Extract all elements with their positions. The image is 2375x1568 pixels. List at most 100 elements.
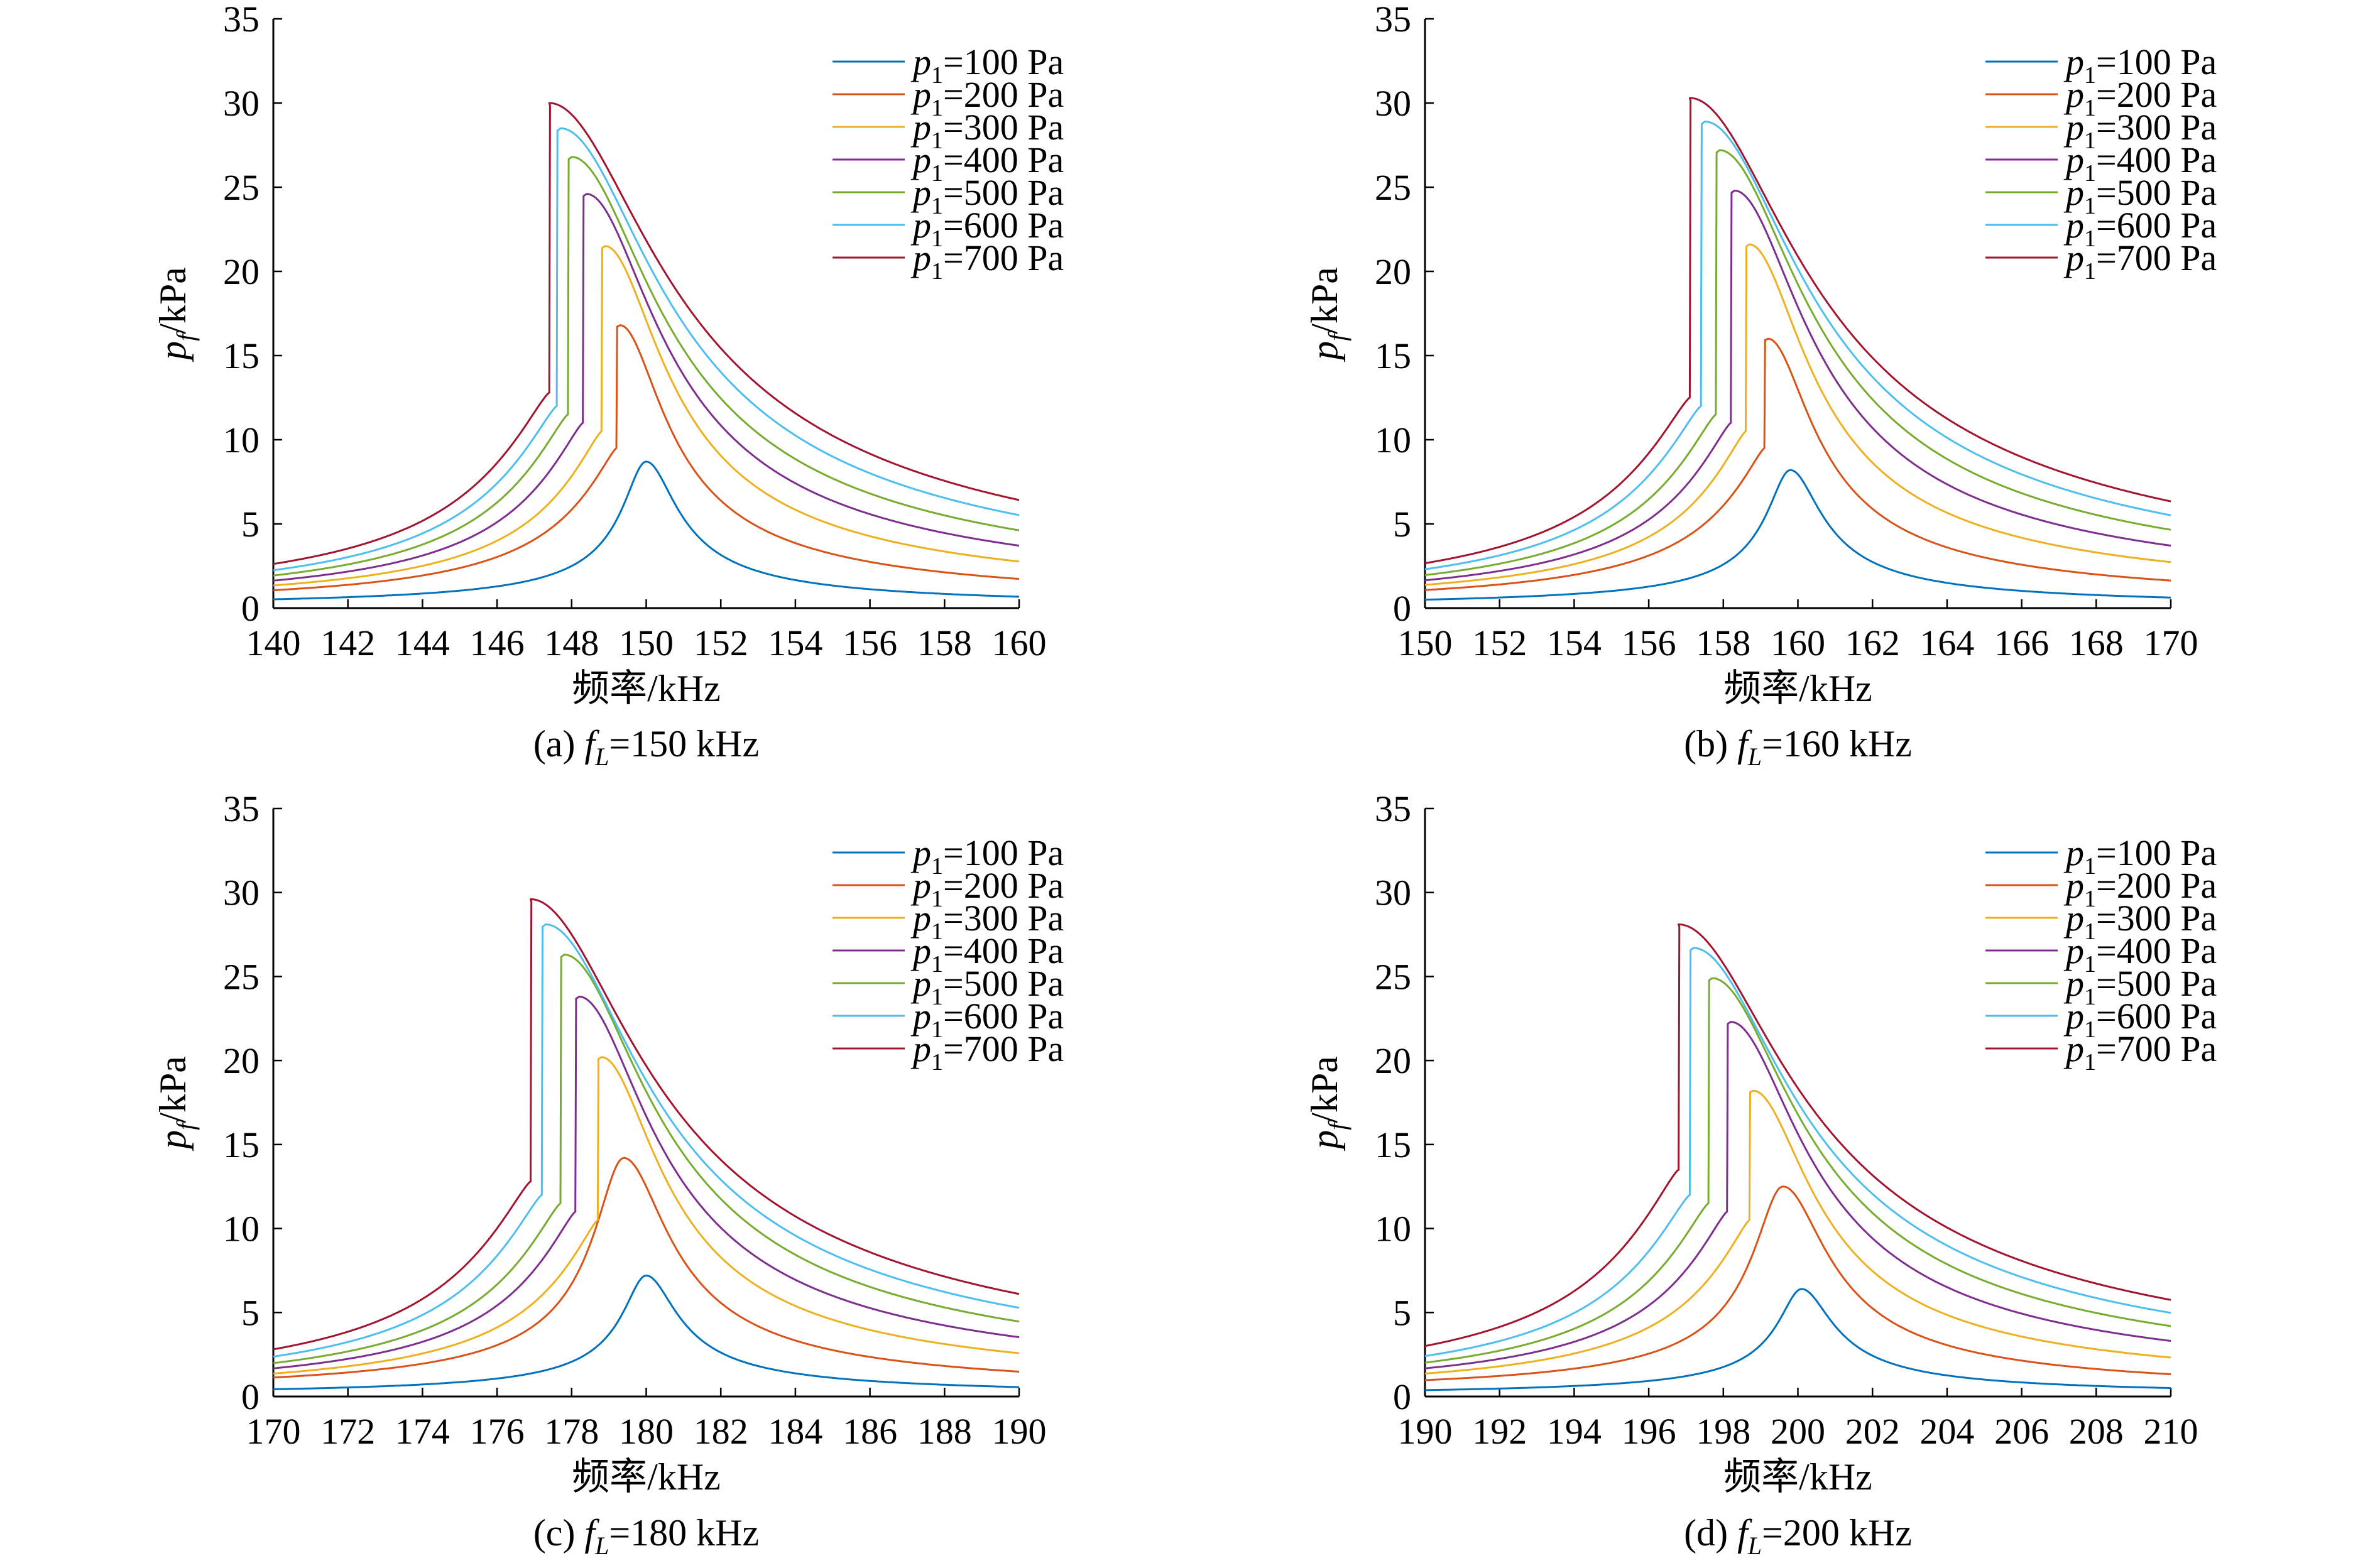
legend-entry: p1=400 Pa	[2063, 139, 2217, 187]
y-tick-label: 10	[223, 1209, 259, 1250]
y-tick-label: 0	[1393, 588, 1411, 629]
legend-entry: p1=700 Pa	[2063, 237, 2217, 285]
x-tick-label: 172	[320, 1411, 375, 1452]
legend-entry: p1=400 Pa	[2063, 930, 2217, 977]
series-line-2	[273, 1056, 1020, 1375]
y-tick-label: 5	[1393, 504, 1411, 545]
y-axis-label: pf/kPa	[152, 267, 200, 362]
x-tick-label: 176	[470, 1411, 525, 1452]
y-tick-label: 10	[1375, 1209, 1411, 1250]
legend-entry: p1=100 Pa	[2063, 41, 2217, 89]
x-tick-label: 170	[246, 1411, 301, 1452]
x-tick-label: 162	[1845, 623, 1900, 663]
legend-entry: p1=600 Pa	[2063, 205, 2217, 252]
series-line-5	[273, 923, 1020, 1358]
y-tick-label: 0	[1393, 1376, 1411, 1417]
series-line-1	[1424, 1185, 2171, 1381]
series-line-6	[1424, 97, 2171, 564]
series-line-0	[273, 460, 1020, 601]
series-line-3	[273, 193, 1020, 582]
legend-entry: p1=700 Pa	[910, 237, 1064, 285]
y-tick-label: 5	[1393, 1292, 1411, 1333]
chart-panel-1: 150 152 154 156 158 160 162 164 166 168 170 0 5 10 15 2…	[1304, 0, 2217, 771]
x-tick-label: 168	[2069, 623, 2124, 663]
legend-entry: p1=600 Pa	[910, 996, 1064, 1043]
y-tick-label: 30	[1375, 83, 1411, 124]
y-tick-label: 0	[241, 588, 259, 629]
legend-entry: p1=700 Pa	[910, 1028, 1064, 1075]
x-tick-label: 158	[1696, 623, 1750, 663]
legend-entry: p1=400 Pa	[910, 930, 1064, 977]
x-tick-label: 178	[544, 1411, 599, 1452]
y-tick-label: 25	[223, 956, 259, 997]
series-line-0	[1424, 1288, 2171, 1391]
x-tick-label: 204	[1919, 1411, 1974, 1452]
series-line-4	[1424, 977, 2171, 1364]
y-tick-label: 30	[223, 83, 259, 124]
series-line-6	[273, 898, 1020, 1351]
legend-entry: p1=300 Pa	[910, 898, 1064, 945]
series-line-2	[1424, 243, 2171, 586]
y-tick-label: 20	[223, 1040, 259, 1081]
x-axis-label: 频率/kHz	[1723, 1456, 1872, 1498]
legend-entry: p1=500 Pa	[2063, 172, 2217, 219]
y-tick-label: 5	[241, 1292, 259, 1333]
legend-entry: p1=700 Pa	[2063, 1028, 2217, 1075]
chart-panel-3: 190 192 194 196 198 200 202 204 206 208 210 0 5 10 15 2…	[1304, 788, 2217, 1560]
series-line-3	[1424, 1021, 2171, 1369]
legend-entry: p1=500 Pa	[910, 963, 1064, 1010]
series-line-5	[1424, 121, 2171, 570]
y-tick-label: 25	[223, 167, 259, 208]
panel-caption: (c) fL=180 kHz	[533, 1512, 759, 1560]
y-tick-label: 15	[223, 335, 259, 376]
series-line-4	[1424, 149, 2171, 576]
legend-entry: p1=300 Pa	[2063, 898, 2217, 945]
y-tick-label: 10	[223, 420, 259, 460]
x-tick-label: 192	[1472, 1411, 1527, 1452]
y-axis-label: pf/kPa	[152, 1056, 200, 1152]
legend-entry: p1=400 Pa	[910, 139, 1064, 187]
series-line-1	[1424, 337, 2171, 591]
x-tick-label: 154	[768, 623, 822, 663]
legend-entry: p1=500 Pa	[2063, 963, 2217, 1010]
y-tick-label: 25	[1375, 167, 1411, 208]
chart-panel-0: 140 142 144 146 148 150 152 154 156 158 160 0 5 10 15 2…	[152, 0, 1064, 771]
series-line-2	[273, 245, 1020, 587]
y-tick-label: 0	[241, 1376, 259, 1417]
y-tick-label: 15	[1375, 1124, 1411, 1165]
y-tick-label: 20	[1375, 1040, 1411, 1081]
legend-entry: p1=100 Pa	[910, 832, 1064, 879]
x-tick-label: 148	[544, 623, 599, 663]
x-tick-label: 208	[2069, 1411, 2124, 1452]
series-line-4	[273, 156, 1020, 577]
x-tick-label: 160	[1771, 623, 1825, 663]
series-line-0	[273, 1275, 1019, 1390]
x-tick-label: 182	[694, 1411, 748, 1452]
legend-entry: p1=300 Pa	[910, 107, 1064, 154]
legend-entry: p1=500 Pa	[910, 172, 1064, 219]
x-axis-label: 频率/kHz	[572, 1456, 721, 1498]
y-tick-label: 25	[1375, 956, 1411, 997]
y-axis-label: pf/kPa	[1304, 267, 1351, 362]
y-tick-label: 30	[1375, 873, 1411, 913]
y-tick-label: 20	[223, 251, 259, 292]
legend-entry: p1=200 Pa	[2063, 865, 2217, 912]
x-tick-label: 174	[395, 1411, 450, 1452]
x-tick-label: 188	[917, 1411, 972, 1452]
x-tick-label: 164	[1919, 623, 1974, 663]
x-tick-label: 156	[1622, 623, 1676, 663]
x-tick-label: 158	[917, 623, 972, 663]
legend-entry: p1=300 Pa	[2063, 107, 2217, 154]
panel-caption: (a) fL=150 kHz	[533, 723, 759, 771]
x-tick-label: 190	[992, 1411, 1047, 1452]
x-axis-label: 频率/kHz	[572, 668, 721, 709]
y-axis-label: pf/kPa	[1304, 1056, 1351, 1152]
y-tick-label: 35	[1375, 0, 1411, 40]
x-tick-label: 166	[1994, 623, 2049, 663]
x-tick-label: 200	[1771, 1411, 1825, 1452]
series-line-0	[1424, 469, 2171, 601]
x-tick-label: 142	[320, 623, 375, 663]
series-line-3	[273, 996, 1020, 1369]
series-line-1	[273, 1157, 1020, 1379]
y-tick-label: 30	[223, 873, 259, 913]
